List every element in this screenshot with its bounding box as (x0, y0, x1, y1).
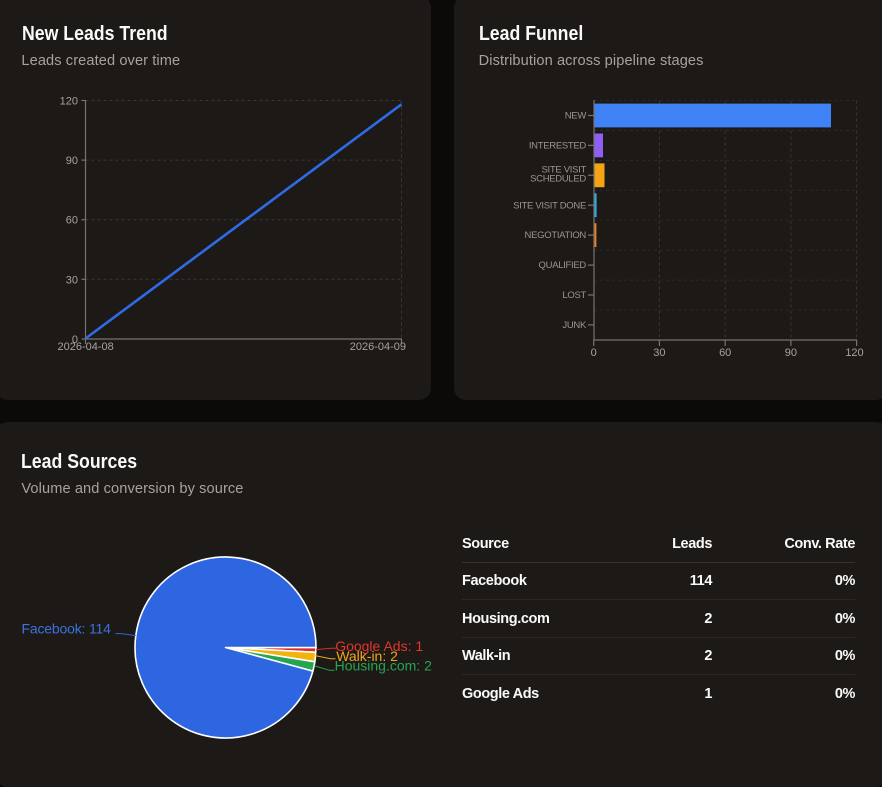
svg-text:120: 120 (845, 347, 863, 359)
svg-text:NEGOTIATION: NEGOTIATION (525, 230, 587, 241)
svg-text:JUNK: JUNK (562, 320, 587, 331)
svg-text:NEW: NEW (565, 111, 587, 122)
svg-text:SITE VISIT DONE: SITE VISIT DONE (513, 200, 586, 211)
svg-text:30: 30 (653, 347, 665, 359)
svg-text:60: 60 (66, 215, 78, 227)
svg-text:90: 90 (66, 155, 78, 167)
svg-text:SITE VISIT: SITE VISIT (541, 164, 586, 175)
svg-text:0: 0 (72, 334, 78, 346)
svg-text:SCHEDULED: SCHEDULED (530, 174, 586, 185)
svg-text:120: 120 (60, 96, 78, 108)
svg-text:90: 90 (785, 347, 797, 359)
svg-text:LOST: LOST (562, 290, 586, 301)
svg-text:0: 0 (591, 347, 597, 359)
svg-text:Google Ads: 1: Google Ads: 1 (335, 638, 423, 654)
svg-text:2026-04-09: 2026-04-09 (350, 341, 406, 353)
svg-text:INTERESTED: INTERESTED (529, 141, 587, 152)
svg-text:QUALIFIED: QUALIFIED (539, 260, 587, 271)
svg-text:Walk-in: 2: Walk-in: 2 (336, 648, 398, 664)
svg-text:30: 30 (66, 274, 78, 286)
svg-text:60: 60 (719, 347, 731, 359)
svg-text:2026-04-08: 2026-04-08 (58, 341, 114, 353)
svg-text:Housing.com: 2: Housing.com: 2 (335, 658, 432, 674)
svg-text:Facebook: 114: Facebook: 114 (22, 621, 112, 637)
